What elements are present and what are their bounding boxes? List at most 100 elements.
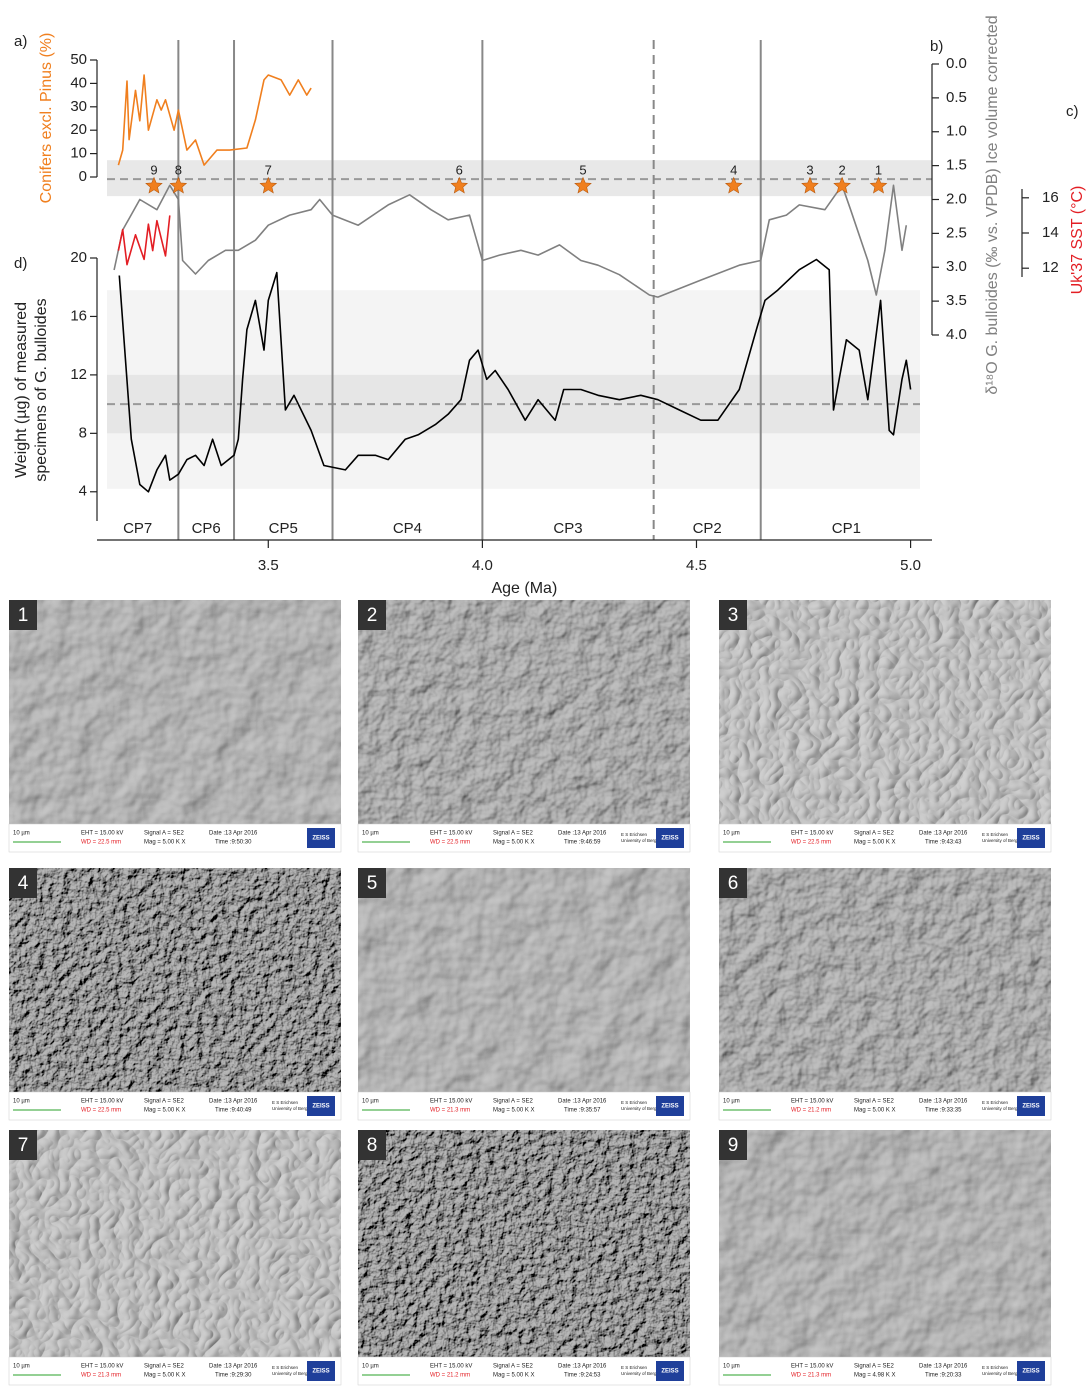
- scale-label: 10 µm: [13, 1099, 30, 1105]
- star-marker: [169, 176, 188, 194]
- magnification: Mag = 5.00 K X: [493, 840, 535, 846]
- logo: ZEISS: [661, 1104, 678, 1110]
- star-label: 2: [838, 162, 845, 177]
- y-tick-label: 3.0: [946, 258, 967, 275]
- sem-image: [358, 600, 690, 824]
- y-tick-label: 1.0: [946, 123, 967, 140]
- y-tick-label: 10: [70, 145, 87, 162]
- magnification: Mag = 4.98 K X: [854, 1373, 896, 1379]
- sem-image: [358, 868, 690, 1092]
- sem-panel: 8 10 µm EHT = 15.00 kV WD = 21.2 mm Signal A…: [357, 1130, 691, 1386]
- time: Time :9:50:30: [215, 840, 252, 846]
- zone-label: CP3: [553, 520, 582, 537]
- y-tick-label: 16: [70, 307, 87, 324]
- x-tick-label: 4.0: [472, 557, 493, 574]
- panel-number: 6: [728, 873, 739, 894]
- sem-panel: 2 10 µm EHT = 15.00 kV WD = 22.5 mm Signal A…: [357, 600, 691, 853]
- time: Time :9:46:59: [564, 840, 601, 846]
- sem-image: [719, 1130, 1051, 1357]
- y-tick-label: 2.5: [946, 224, 967, 241]
- y-tick-label: 20: [70, 249, 87, 266]
- scale-label: 10 µm: [362, 831, 379, 837]
- footer: [8, 823, 342, 853]
- signal: Signal A = SE2: [854, 1099, 895, 1105]
- date: Date :13 Apr 2016: [558, 1099, 607, 1105]
- eht: EHT = 15.00 kV: [81, 831, 123, 837]
- signal: Signal A = SE2: [144, 1099, 185, 1105]
- signal: Signal A = SE2: [144, 1364, 185, 1370]
- time: Time :9:40:49: [215, 1108, 252, 1114]
- logo-box: [656, 1361, 684, 1381]
- y-tick-label: 0: [79, 168, 87, 185]
- y-tick-label: 0.0: [946, 55, 967, 72]
- credit: University of Bergen: [982, 1371, 1023, 1376]
- eht: EHT = 15.00 kV: [791, 831, 833, 837]
- panel-label: c): [1066, 103, 1079, 120]
- logo: ZEISS: [312, 1104, 329, 1110]
- time: Time :9:24:53: [564, 1373, 601, 1379]
- y-tick-label: 12: [1042, 259, 1059, 276]
- y-axis-title: Weight (µg) of measured: [13, 302, 30, 478]
- panel-label: a): [14, 33, 27, 50]
- panel-label: d): [14, 255, 27, 272]
- working-distance: WD = 22.5 mm: [430, 840, 470, 846]
- y-tick-label: 3.5: [946, 292, 967, 309]
- date: Date :13 Apr 2016: [919, 831, 968, 837]
- footer: [8, 1091, 342, 1121]
- star-label: 9: [150, 162, 157, 177]
- star-marker: [145, 176, 163, 194]
- credit: University of Bergen: [621, 1106, 662, 1111]
- star-label: 4: [730, 162, 737, 177]
- x-axis-title: Age (Ma): [491, 580, 557, 597]
- star-marker: [801, 176, 819, 194]
- panel-number: 7: [18, 1135, 29, 1156]
- panel-number: 1: [18, 605, 29, 626]
- y-tick-label: 40: [70, 74, 87, 91]
- footer: [357, 1356, 691, 1386]
- credit: E S Erichsen: [272, 1100, 299, 1105]
- y-tick-label: 20: [70, 121, 87, 138]
- sem-image: [358, 1130, 690, 1357]
- panel-number: 8: [367, 1135, 378, 1156]
- zone-label: CP7: [123, 520, 152, 537]
- y-tick-label: 2.0: [946, 190, 967, 207]
- credit: University of Bergen: [272, 1371, 313, 1376]
- logo-box: [307, 1361, 335, 1381]
- sem-image: [9, 600, 341, 824]
- sem-panel: 6 10 µm EHT = 15.00 kV WD = 21.2 mm Signal A…: [718, 868, 1052, 1121]
- credit: University of Bergen: [982, 1106, 1023, 1111]
- logo: ZEISS: [312, 836, 329, 842]
- logo: ZEISS: [1022, 1369, 1039, 1375]
- magnification: Mag = 5.00 K X: [144, 1373, 186, 1379]
- panel-number: 5: [367, 873, 378, 894]
- signal: Signal A = SE2: [493, 831, 534, 837]
- zone-label: CP5: [269, 520, 298, 537]
- magnification: Mag = 5.00 K X: [854, 840, 896, 846]
- x-tick-label: 3.5: [258, 557, 279, 574]
- number-box: [9, 1130, 37, 1160]
- footer: [718, 823, 1052, 853]
- working-distance: WD = 21.3 mm: [81, 1373, 121, 1379]
- band: [107, 160, 932, 197]
- logo-box: [1017, 1361, 1045, 1381]
- time: Time :9:35:57: [564, 1108, 601, 1114]
- scale-label: 10 µm: [362, 1364, 379, 1370]
- y-tick-label: 4.0: [946, 326, 967, 343]
- working-distance: WD = 22.5 mm: [81, 840, 121, 846]
- sem-image: [719, 868, 1051, 1092]
- y-axis-title: Conifers excl. Pinus (%): [38, 33, 55, 204]
- logo-box: [307, 828, 335, 848]
- star-marker: [259, 176, 278, 194]
- y-axis-title: Uk'37 SST (°C): [1069, 186, 1086, 295]
- star-label: 7: [265, 162, 272, 177]
- eht: EHT = 15.00 kV: [791, 1364, 833, 1370]
- footer: [8, 1356, 342, 1386]
- star-marker: [724, 176, 743, 194]
- credit: University of Bergen: [621, 838, 662, 843]
- date: Date :13 Apr 2016: [558, 831, 607, 837]
- signal: Signal A = SE2: [493, 1099, 534, 1105]
- panel-number: 9: [728, 1135, 739, 1156]
- logo-box: [1017, 828, 1045, 848]
- eht: EHT = 15.00 kV: [81, 1099, 123, 1105]
- panel-label: b): [930, 38, 943, 55]
